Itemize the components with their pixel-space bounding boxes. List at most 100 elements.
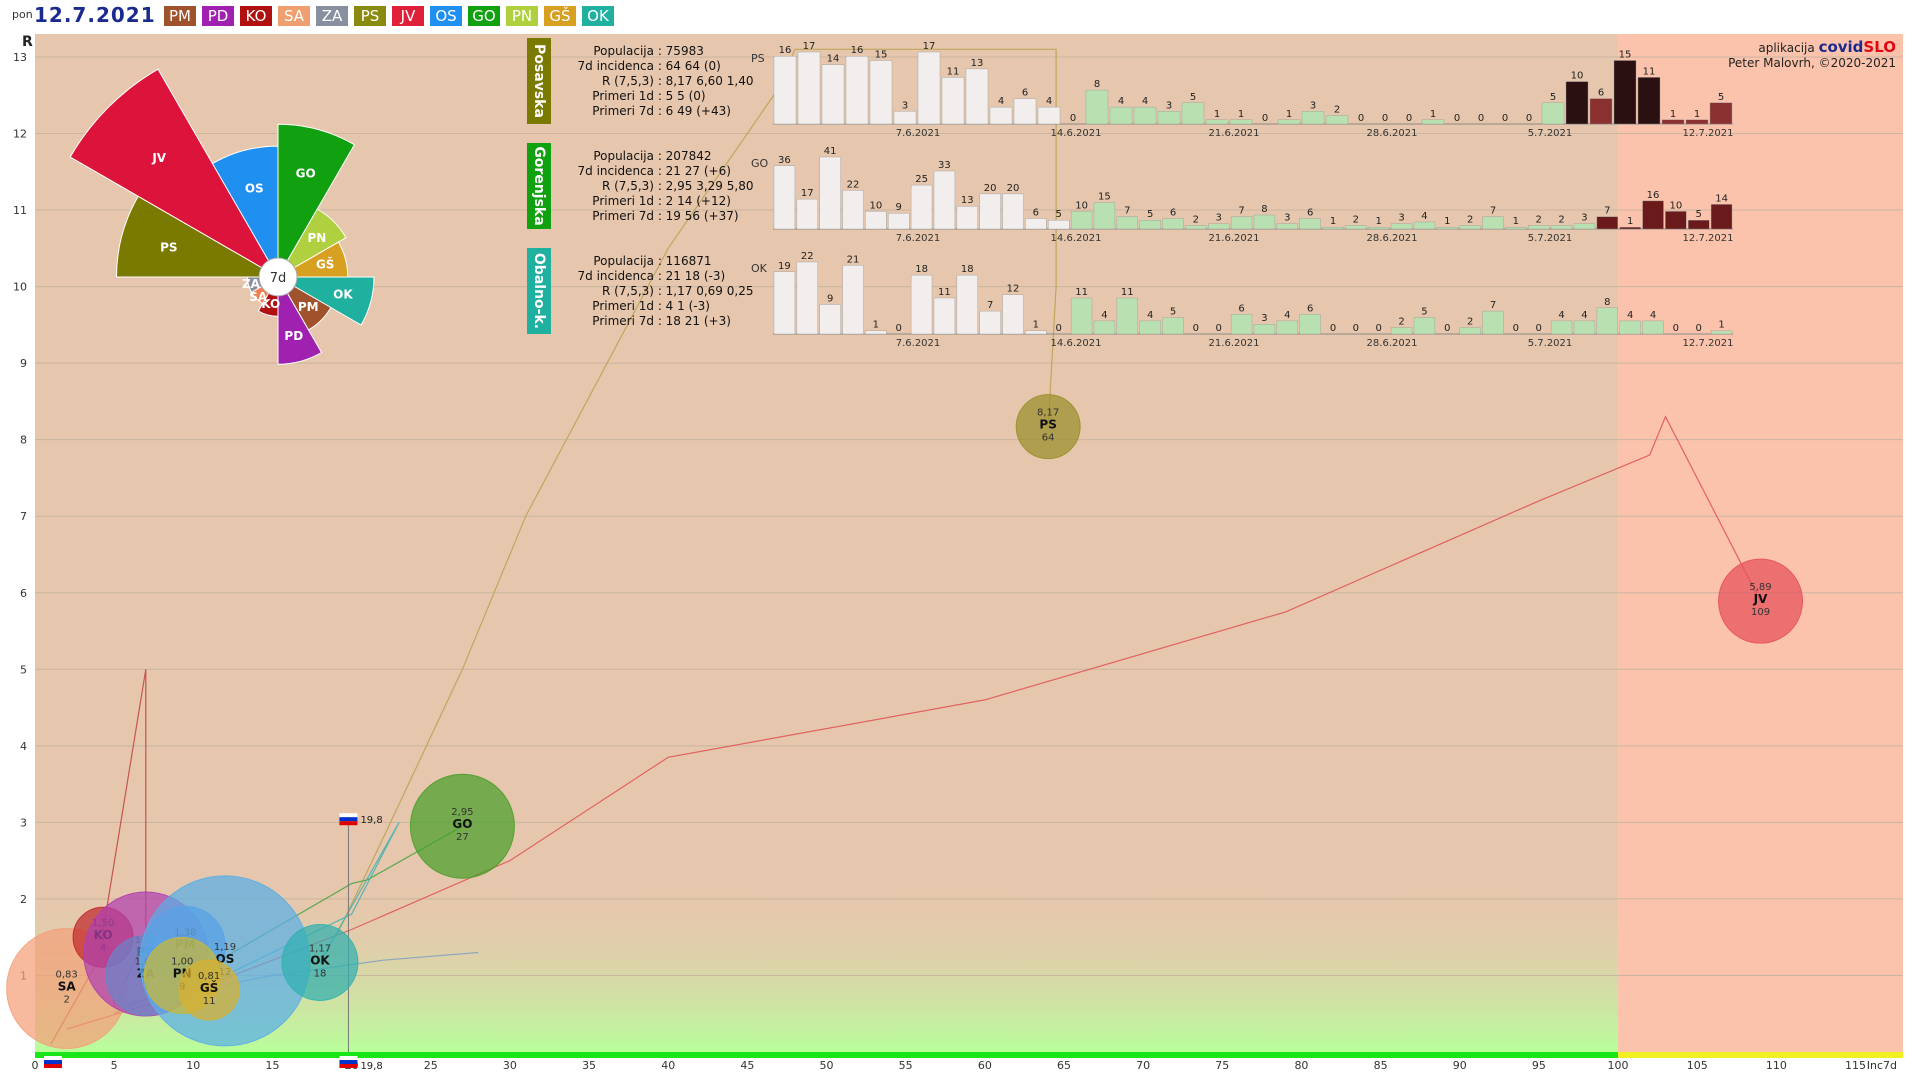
panel-bar-label: 8 [1094, 79, 1100, 90]
panel-bar-label: 5 [1550, 92, 1556, 103]
panel-bar-label: 0 [1454, 113, 1460, 124]
rose-slice-pn [276, 208, 347, 279]
panel-bar-label: 14 [1715, 193, 1728, 204]
panel-bar [1436, 226, 1459, 230]
panel-bar [1619, 226, 1641, 230]
panel-bar [1162, 218, 1184, 230]
panel-bar-label: 0 [1444, 323, 1450, 334]
panel-bar [1345, 225, 1367, 230]
info-row: Primeri 7d : 19 56 (+37) [562, 209, 753, 224]
y-axis-title: R [22, 34, 33, 50]
panel-bar-label: 10 [1075, 200, 1088, 211]
x-tick-label: 10 [186, 1059, 200, 1072]
info-key: 7d incidenca [577, 59, 655, 73]
rose-label: PS [160, 241, 177, 255]
rose-label: PN [307, 231, 326, 245]
panel-bar [1037, 106, 1061, 125]
panel-bar-label: 17 [801, 188, 814, 199]
panel-bar [1025, 330, 1047, 335]
panel-bar [1565, 81, 1589, 125]
region-button-gš[interactable]: GŠ [544, 6, 576, 26]
bubble-inc-label: 109 [1751, 607, 1770, 618]
region-button-ps[interactable]: PS [354, 6, 386, 26]
panel-bar-label: 5 [1170, 307, 1176, 318]
bubble-inc-label: 64 [1042, 433, 1055, 444]
panel-bar-label: 4 [1101, 310, 1107, 321]
region-button-ok[interactable]: OK [582, 6, 614, 26]
region-button-jv[interactable]: JV [392, 6, 424, 26]
panel-bar-label: 7 [1238, 206, 1244, 217]
panel-bar-label: 2 [1398, 316, 1404, 327]
panel-bar [1459, 225, 1481, 230]
origin-flag-icon-white [44, 1056, 62, 1060]
panel-bar-label: 3 [1398, 213, 1404, 224]
bubble-r-label: 8,17 [1037, 408, 1059, 419]
rose-center [258, 257, 298, 297]
panel-bar-label: 36 [778, 155, 791, 166]
national-axis-label: 19,8 [360, 1061, 382, 1072]
panel-date-label: 28.6.2021 [1367, 128, 1418, 139]
region-button-za[interactable]: ZA [316, 6, 348, 26]
bubble-code-label: GŠ [200, 980, 219, 995]
region-button-os[interactable]: OS [430, 6, 462, 26]
region-button-go[interactable]: GO [468, 6, 500, 26]
panel-bar-label: 1 [873, 320, 879, 331]
panel-bar-label: 2 [1467, 316, 1473, 327]
x-axis-title: Inc7d [1867, 1059, 1897, 1072]
panel-date-label: 21.6.2021 [1209, 233, 1260, 244]
region-button-ko[interactable]: KO [240, 6, 272, 26]
panel-bar-label: 3 [1216, 213, 1222, 224]
panel-bar-label: 5 [1147, 209, 1153, 220]
panel-bar-label: 17 [803, 41, 816, 52]
region-button-pd[interactable]: PD [202, 6, 234, 26]
x-tick-label: 110 [1766, 1059, 1787, 1072]
panel-bar-label: 15 [1619, 49, 1632, 60]
panel-bar-label: 7 [1124, 206, 1130, 217]
info-key: Populacija [593, 254, 654, 268]
panel-bar-label: 10 [1571, 71, 1584, 82]
panel-bar [1002, 294, 1024, 335]
panel-bar-label: 6 [1598, 88, 1604, 99]
panel-bar-label: 33 [938, 160, 951, 171]
panel-bar [1619, 320, 1641, 335]
x-tick-label: 0 [32, 1059, 39, 1072]
bottom-strip-green [35, 1052, 1619, 1058]
info-value: : 21 27 (+6) [654, 164, 731, 178]
rose-slice-pd [277, 275, 323, 365]
panel-bar [821, 64, 845, 125]
info-row: R (7,5,3) : 2,95 3,29 5,80 [562, 179, 754, 194]
panel-bar-label: 0 [1382, 113, 1388, 124]
panel-bar [1573, 320, 1596, 335]
origin-flag-icon-blue [44, 1060, 62, 1064]
panel-bar [1550, 225, 1573, 230]
panel-bar-label: 11 [1121, 287, 1134, 298]
panel-bar [979, 310, 1001, 335]
region-button-sa[interactable]: SA [278, 6, 310, 26]
info-value: : 75983 [654, 44, 704, 58]
panel-bar-label: 5 [1696, 209, 1702, 220]
panel-bar [773, 56, 797, 125]
region-button-pm[interactable]: PM [164, 6, 196, 26]
region-button-pn[interactable]: PN [506, 6, 538, 26]
info-value: : 8,17 6,60 1,40 [654, 74, 754, 88]
panel-bar [1276, 223, 1299, 230]
panel-bar [819, 304, 841, 335]
panel-bar [1709, 102, 1733, 125]
y-tick-label: 13 [13, 51, 27, 64]
rose-label: OK [333, 287, 353, 301]
info-value: : 116871 [654, 254, 712, 268]
national-flag-axis-icon-blue [339, 1060, 358, 1064]
panel-bar-label: 0 [1070, 113, 1076, 124]
panel-bar [796, 198, 819, 230]
panel-bar [1421, 119, 1445, 125]
x-tick-label: 45 [740, 1059, 754, 1072]
rose-slice-os [211, 145, 279, 279]
panel-date-label: 14.6.2021 [1051, 338, 1102, 349]
info-key: 7d incidenca [577, 164, 655, 178]
panel-bar-label: 4 [1581, 310, 1587, 321]
panel-bar-label: 0 [1262, 113, 1268, 124]
panel-bar-label: 3 [1166, 100, 1172, 111]
info-key: Primeri 7d [592, 314, 654, 328]
x-tick-label: 100 [1608, 1059, 1629, 1072]
y-tick-label: 4 [20, 740, 27, 753]
